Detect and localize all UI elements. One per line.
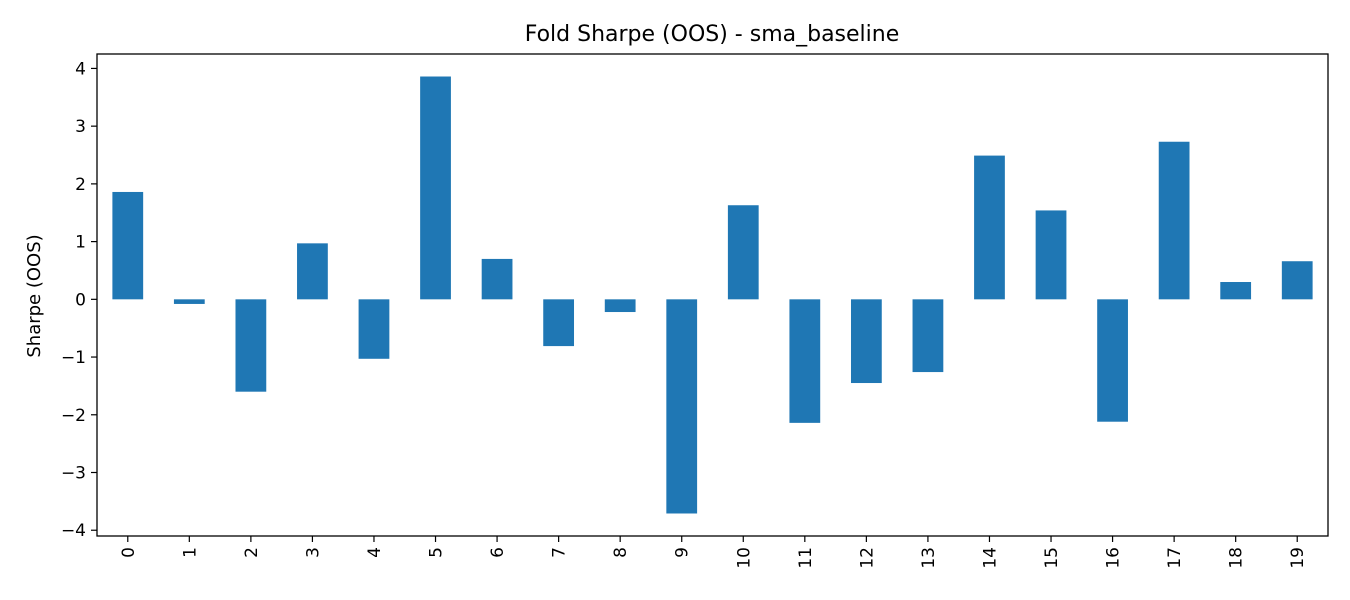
x-tick-label: 10 [734,547,754,569]
bar-fold-11 [789,299,821,423]
y-axis-label: Sharpe (OOS) [24,234,45,357]
bar-fold-9 [666,299,698,514]
bar-fold-8 [604,299,636,313]
x-tick-label: 11 [796,547,816,569]
x-tick-label: 12 [857,547,877,569]
x-tick-label: 16 [1104,547,1124,569]
bar-fold-13 [912,299,944,373]
x-axis: 0 1 2 3 4 5 6 7 8 9 10 11 12 13 14 15 16 17 18 19 [119,536,1308,569]
plot-frame [96,53,1329,537]
bar-fold-18 [1220,282,1252,300]
bar-fold-14 [974,155,1005,300]
bar-fold-6 [481,258,513,300]
x-tick-label: 5 [427,547,447,558]
x-tick-label: 7 [550,547,570,558]
x-tick-label: 2 [242,547,262,558]
bars-group [112,76,1313,514]
y-tick-label: 4 [75,59,86,79]
bar-fold-10 [727,205,759,300]
x-tick-label: 4 [365,547,385,558]
x-tick-label: 15 [1042,547,1062,569]
x-tick-label: 1 [180,547,200,558]
chart-title: Fold Sharpe (OOS) - sma_baseline [525,22,900,47]
bar-fold-1 [173,299,205,304]
x-tick-label: 6 [488,547,508,558]
bar-fold-4 [358,299,390,359]
bar-fold-0 [112,191,144,300]
x-tick-label: 3 [303,547,323,558]
y-tick-label: 2 [75,175,86,195]
y-tick-label: 3 [75,117,86,137]
y-tick-label: 0 [75,290,86,310]
x-tick-label: 0 [119,547,139,558]
bar-fold-17 [1158,141,1190,300]
bar-fold-15 [1035,210,1067,300]
y-axis: −4 −3 −2 −1 0 1 2 3 4 [61,59,97,541]
bar-fold-7 [543,299,575,347]
y-tick-label: 1 [75,233,86,253]
x-tick-label: 14 [980,547,1000,569]
x-tick-label: 9 [673,547,693,558]
x-tick-label: 13 [919,547,939,569]
bar-fold-5 [420,76,451,300]
x-tick-label: 17 [1165,547,1185,569]
x-tick-label: 19 [1288,547,1308,569]
y-tick-label: −3 [61,464,86,484]
bar-fold-3 [297,243,328,300]
x-tick-label: 18 [1227,547,1247,569]
bar-fold-12 [850,299,882,384]
bar-fold-2 [235,299,267,392]
x-tick-label: 8 [611,547,631,558]
bar-fold-19 [1281,261,1313,300]
bar-fold-16 [1097,299,1128,422]
y-tick-label: −4 [61,521,86,541]
y-tick-label: −2 [61,406,86,426]
y-tick-label: −1 [61,348,86,368]
